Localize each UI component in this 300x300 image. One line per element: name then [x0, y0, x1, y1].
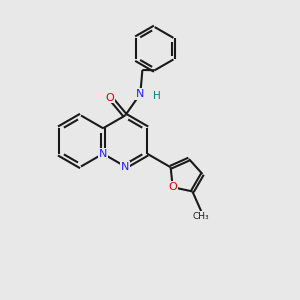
Text: N: N [121, 161, 129, 172]
Text: N: N [99, 149, 107, 159]
Text: O: O [168, 182, 177, 192]
Text: O: O [106, 93, 115, 103]
Text: H: H [153, 91, 161, 101]
Text: CH₃: CH₃ [193, 212, 209, 221]
Text: N: N [136, 89, 145, 99]
